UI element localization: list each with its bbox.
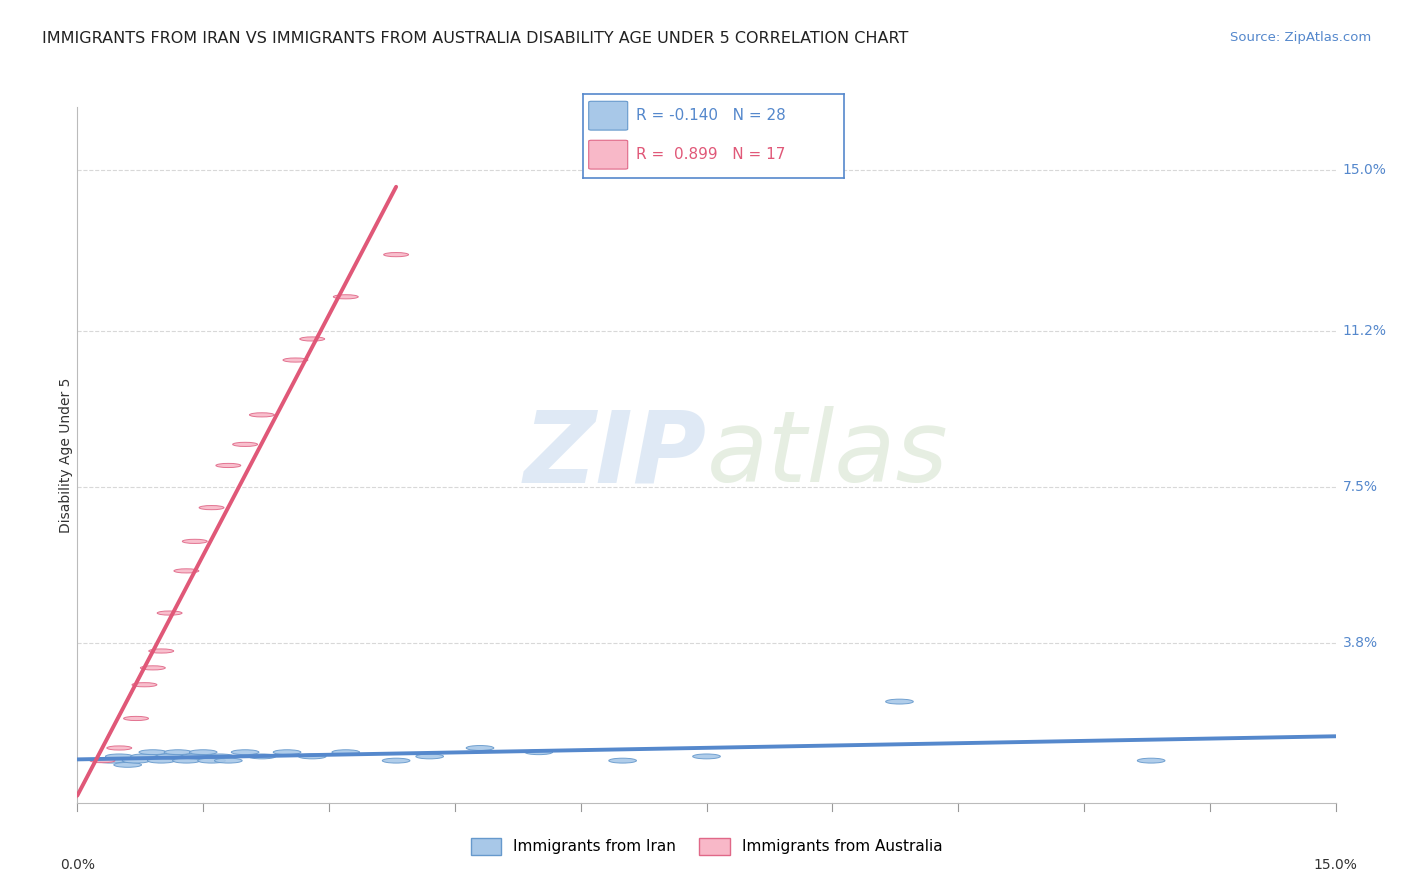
Ellipse shape [157, 611, 181, 615]
Ellipse shape [105, 754, 134, 759]
Ellipse shape [190, 750, 217, 755]
Ellipse shape [298, 754, 326, 759]
Ellipse shape [524, 750, 553, 755]
Ellipse shape [249, 413, 274, 417]
Ellipse shape [174, 569, 198, 573]
Ellipse shape [90, 758, 115, 763]
Ellipse shape [384, 252, 409, 257]
Text: Source: ZipAtlas.com: Source: ZipAtlas.com [1230, 31, 1371, 45]
Ellipse shape [131, 754, 159, 759]
Ellipse shape [148, 758, 176, 763]
Ellipse shape [299, 337, 325, 341]
Ellipse shape [139, 750, 167, 755]
Ellipse shape [247, 754, 276, 759]
Ellipse shape [165, 750, 191, 755]
Ellipse shape [198, 758, 225, 763]
Ellipse shape [200, 506, 224, 509]
Ellipse shape [273, 750, 301, 755]
Ellipse shape [332, 750, 360, 755]
Ellipse shape [183, 540, 207, 543]
FancyBboxPatch shape [589, 140, 627, 169]
Ellipse shape [217, 463, 240, 467]
Ellipse shape [132, 682, 157, 687]
Text: 3.8%: 3.8% [1343, 636, 1378, 649]
Text: IMMIGRANTS FROM IRAN VS IMMIGRANTS FROM AUSTRALIA DISABILITY AGE UNDER 5 CORRELA: IMMIGRANTS FROM IRAN VS IMMIGRANTS FROM … [42, 31, 908, 46]
Ellipse shape [114, 763, 142, 767]
Ellipse shape [141, 665, 166, 670]
Text: R =  0.899   N = 17: R = 0.899 N = 17 [636, 147, 785, 162]
Ellipse shape [416, 754, 443, 759]
Text: ZIP: ZIP [523, 407, 707, 503]
Ellipse shape [207, 754, 233, 759]
Ellipse shape [156, 754, 183, 759]
Text: atlas: atlas [707, 407, 948, 503]
Text: 15.0%: 15.0% [1343, 163, 1386, 178]
Ellipse shape [215, 758, 242, 763]
Text: 7.5%: 7.5% [1343, 480, 1378, 493]
Ellipse shape [97, 758, 125, 763]
Text: R = -0.140   N = 28: R = -0.140 N = 28 [636, 108, 786, 123]
Ellipse shape [693, 754, 720, 759]
Text: 0.0%: 0.0% [60, 857, 94, 871]
Text: 11.2%: 11.2% [1343, 324, 1386, 337]
Ellipse shape [149, 648, 174, 653]
Ellipse shape [382, 758, 411, 763]
Ellipse shape [107, 746, 132, 750]
Ellipse shape [609, 758, 637, 763]
Ellipse shape [1137, 758, 1166, 763]
Ellipse shape [333, 294, 359, 299]
Ellipse shape [232, 442, 257, 447]
Ellipse shape [467, 746, 494, 750]
FancyBboxPatch shape [589, 102, 627, 130]
Ellipse shape [231, 750, 259, 755]
Ellipse shape [886, 699, 914, 704]
Ellipse shape [122, 758, 150, 763]
Text: 15.0%: 15.0% [1313, 857, 1358, 871]
Ellipse shape [124, 716, 149, 721]
Ellipse shape [181, 754, 208, 759]
Ellipse shape [283, 358, 308, 362]
Y-axis label: Disability Age Under 5: Disability Age Under 5 [59, 377, 73, 533]
Legend: Immigrants from Iran, Immigrants from Australia: Immigrants from Iran, Immigrants from Au… [464, 831, 949, 862]
Ellipse shape [173, 758, 200, 763]
